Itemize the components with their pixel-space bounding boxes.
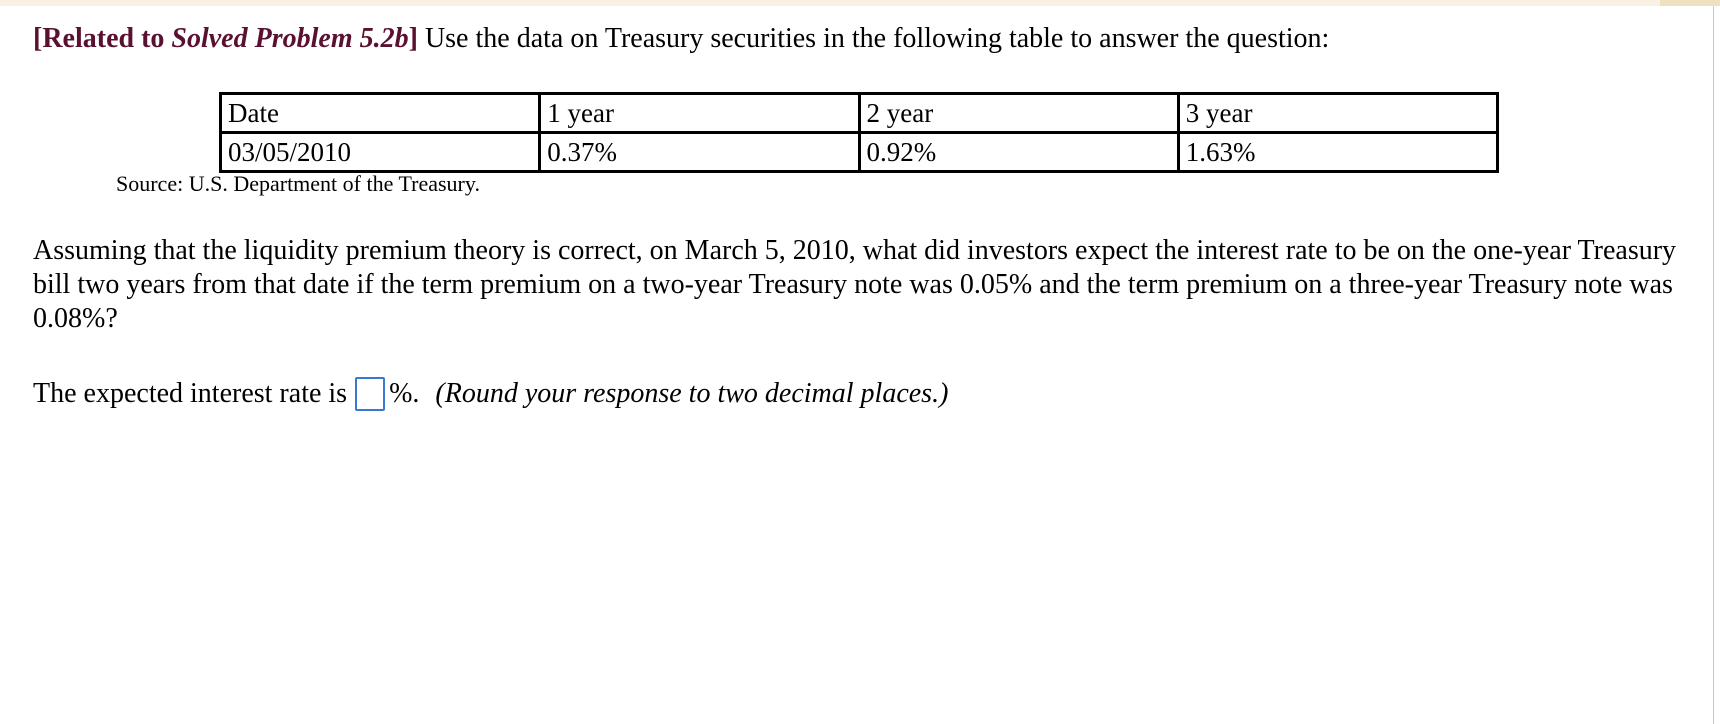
cell-date: 03/05/2010 <box>218 131 542 173</box>
related-bracket-close: ] <box>408 23 418 54</box>
heading-text: Use the data on Treasury securities in t… <box>417 23 1330 54</box>
related-prefix: Related to <box>42 23 172 54</box>
answer-input[interactable] <box>355 377 386 411</box>
cell-2-year-rate: 0.92% <box>857 131 1180 173</box>
right-border <box>1713 6 1714 724</box>
cell-1-year-rate: 0.37% <box>538 131 861 173</box>
problem-content: [Related to Solved Problem 5.2b] Use the… <box>33 20 1693 411</box>
header-2-year: 2 year <box>857 92 1180 134</box>
table-source: Source: U.S. Department of the Treasury. <box>116 171 480 196</box>
cell-3-year-rate: 1.63% <box>1176 131 1500 173</box>
treasury-table-wrap: Date 1 year 2 year 3 year 03/05/2010 0.3… <box>218 92 1500 173</box>
treasury-table: Date 1 year 2 year 3 year 03/05/2010 0.3… <box>218 92 1500 173</box>
top-strip-accent <box>1660 0 1720 6</box>
related-problem-title: Solved Problem 5.2b <box>171 23 409 54</box>
header-date: Date <box>218 92 542 134</box>
table-row: 03/05/2010 0.37% 0.92% 1.63% <box>218 131 1500 173</box>
question-text: Assuming that the liquidity premium theo… <box>33 235 1677 334</box>
related-bracket-open: [ <box>33 23 43 54</box>
answer-prefix: The expected interest rate is <box>33 378 348 409</box>
answer-suffix: %. <box>389 378 420 409</box>
rounding-instruction: (Round your response to two decimal plac… <box>435 378 949 409</box>
top-strip <box>0 0 1660 6</box>
header-1-year: 1 year <box>538 92 861 134</box>
problem-heading: [Related to Solved Problem 5.2b] Use the… <box>33 20 1693 58</box>
answer-line: The expected interest rate is %. (Round … <box>33 376 948 412</box>
header-3-year: 3 year <box>1176 92 1500 134</box>
table-header-row: Date 1 year 2 year 3 year <box>218 92 1500 134</box>
